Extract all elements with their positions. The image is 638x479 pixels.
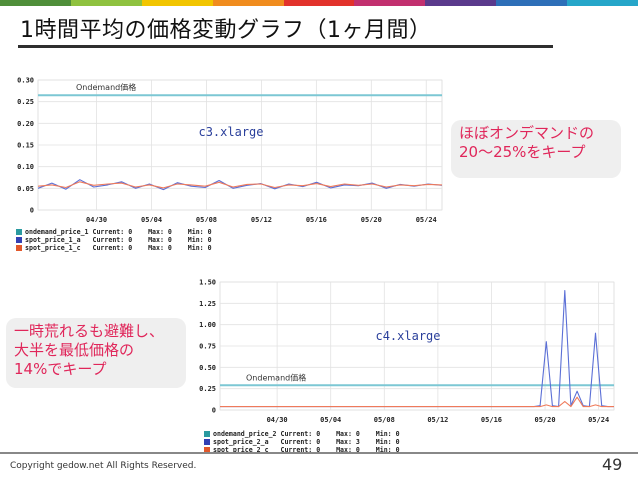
- accent-segment: [354, 0, 426, 6]
- accent-segment: [212, 0, 284, 6]
- legend-swatch: [16, 237, 22, 243]
- copyright-text: Copyright gedow.net All Rights Reserved.: [10, 461, 197, 471]
- legend-row: spot_price_2_a Current: 0 Max: 3 Min: 0: [204, 438, 400, 446]
- chart-c4-xlarge: 1.50 1.25 1.00 0.75 0.50 0.25 0 04/30 05/04 05/08…: [196, 272, 616, 428]
- y-tick-label: 0.30: [17, 77, 34, 85]
- accent-segment: [425, 0, 497, 6]
- callout-c4: 一時荒れるも避難し、 大半を最低価格の 14%でキープ: [6, 318, 186, 388]
- callout-c4-line-3: 14%でキープ: [14, 360, 107, 378]
- y-tick-label: 0.05: [17, 185, 34, 193]
- series-line-spot-price-2-c: [220, 396, 614, 408]
- legend-text: ondemand_price_2 Current: 0 Max: 0 Min: …: [213, 430, 400, 438]
- title-underline: [18, 45, 553, 48]
- x-tick-label: 04/30: [86, 216, 107, 222]
- chart-c3-svg: 0.30 0.25 0.20 0.15 0.10 0.05 0 04/30 05/04 05/08…: [17, 77, 443, 222]
- x-tick-label: 05/08: [196, 216, 217, 222]
- y-tick-label: 1.50: [199, 279, 216, 287]
- callout-c4-line-2: 大半を最低価格の: [14, 341, 135, 359]
- legend-row: ondemand_price_1 Current: 0 Max: 0 Min: …: [16, 228, 212, 236]
- legend-text: ondemand_price_1 Current: 0 Max: 0 Min: …: [25, 228, 212, 236]
- x-tick-label: 05/24: [416, 216, 437, 222]
- chart-instance-label: c3.xlarge: [198, 125, 263, 139]
- legend-row: spot_price_2_c Current: 0 Max: 0 Min: 0: [204, 446, 400, 454]
- callout-c4-line-1: 一時荒れるも避難し、: [14, 322, 165, 340]
- accent-segment: [496, 0, 568, 6]
- y-tick-label: 1.25: [199, 300, 216, 308]
- chart-c4-svg: 1.50 1.25 1.00 0.75 0.50 0.25 0 04/30 05/04 05/08…: [199, 279, 615, 424]
- ondemand-price-label: Ondemand価格: [246, 372, 306, 382]
- legend-swatch: [16, 229, 22, 235]
- x-tick-label: 05/12: [427, 416, 448, 424]
- chart-instance-label: c4.xlarge: [375, 329, 440, 343]
- page-number: 49: [602, 455, 623, 474]
- y-tick-label: 0.10: [17, 163, 34, 171]
- y-tick-label: 0: [212, 407, 216, 415]
- legend-swatch: [204, 439, 210, 445]
- legend-row: spot_price_1_c Current: 0 Max: 0 Min: 0: [16, 244, 212, 252]
- legend-text: spot_price_2_a Current: 0 Max: 3 Min: 0: [213, 438, 400, 446]
- x-tick-label: 05/24: [588, 416, 609, 424]
- chart-c4-legend: ondemand_price_2 Current: 0 Max: 0 Min: …: [204, 430, 400, 454]
- legend-swatch: [204, 447, 210, 453]
- x-tick-label: 04/30: [267, 416, 288, 424]
- accent-segment: [141, 0, 213, 6]
- legend-text: spot_price_1_a Current: 0 Max: 0 Min: 0: [25, 236, 212, 244]
- series-line-spot-price-1-c: [37, 181, 443, 189]
- y-tick-label: 0.75: [199, 343, 216, 351]
- legend-swatch: [16, 245, 22, 251]
- legend-text: spot_price_2_c Current: 0 Max: 0 Min: 0: [213, 446, 400, 454]
- chart-c3-xlarge: 0.30 0.25 0.20 0.15 0.10 0.05 0 04/30 05/04 05/08…: [8, 72, 443, 222]
- accent-color-bar: [0, 0, 638, 6]
- y-tick-label: 0.20: [17, 120, 34, 128]
- x-tick-label: 05/04: [320, 416, 341, 424]
- y-tick-label: 0.25: [17, 98, 34, 106]
- legend-swatch: [204, 431, 210, 437]
- y-tick-label: 0.50: [199, 364, 216, 372]
- legend-row: spot_price_1_a Current: 0 Max: 0 Min: 0: [16, 236, 212, 244]
- accent-segment: [0, 0, 71, 6]
- x-tick-label: 05/16: [306, 216, 327, 222]
- footer-rule: [0, 452, 638, 454]
- slide-title: 1時間平均の価格変動グラフ（1ヶ月間）: [20, 18, 432, 43]
- y-tick-label: 0.15: [17, 142, 34, 150]
- chart-c3-legend: ondemand_price_1 Current: 0 Max: 0 Min: …: [16, 228, 212, 252]
- x-tick-label: 05/20: [535, 416, 556, 424]
- x-tick-label: 05/08: [374, 416, 395, 424]
- callout-c3-line-1: ほぼオンデマンドの: [459, 124, 595, 142]
- accent-segment: [567, 0, 638, 6]
- x-tick-label: 05/20: [361, 216, 382, 222]
- callout-c3: ほぼオンデマンドの 20〜25%をキープ: [451, 120, 621, 178]
- accent-segment: [70, 0, 142, 6]
- x-tick-label: 05/16: [481, 416, 502, 424]
- accent-segment: [283, 0, 355, 6]
- y-tick-label: 0.25: [199, 385, 216, 393]
- legend-text: spot_price_1_c Current: 0 Max: 0 Min: 0: [25, 244, 212, 252]
- x-tick-label: 05/04: [141, 216, 162, 222]
- ondemand-price-label: Ondemand価格: [76, 82, 136, 92]
- legend-row: ondemand_price_2 Current: 0 Max: 0 Min: …: [204, 430, 400, 438]
- y-tick-label: 0: [30, 207, 34, 215]
- x-tick-label: 05/12: [251, 216, 272, 222]
- callout-c3-line-2: 20〜25%をキープ: [459, 143, 586, 161]
- y-tick-label: 1.00: [199, 321, 216, 329]
